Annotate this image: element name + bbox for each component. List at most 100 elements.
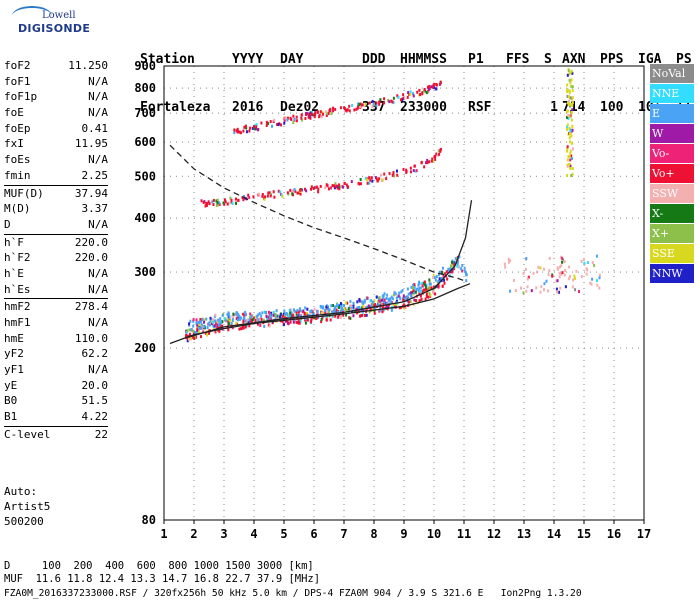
x-gridline-dot <box>493 150 495 151</box>
y-gridline-dot <box>224 347 225 349</box>
x-gridline-dot <box>403 432 405 433</box>
noise-dot <box>547 272 550 276</box>
y-gridline-dot <box>218 112 219 114</box>
x-gridline-dot <box>343 78 345 79</box>
echo-dot <box>378 177 381 181</box>
x-gridline-dot <box>313 492 315 493</box>
y-gridline-dot <box>278 347 279 349</box>
echo-dot <box>361 103 364 107</box>
y-gridline-dot <box>188 175 189 177</box>
echo-dot <box>227 311 230 315</box>
echo-dot <box>265 316 268 320</box>
x-gridline-dot <box>193 186 195 187</box>
echo-dot <box>195 318 198 322</box>
x-gridline-dot <box>403 468 405 469</box>
x-gridline-dot <box>493 306 495 307</box>
x-gridline-dot <box>193 504 195 505</box>
x-gridline-dot <box>223 276 225 277</box>
echo-dot <box>375 101 378 105</box>
y-gridline-dot <box>488 112 489 114</box>
x-gridline-dot <box>283 342 285 343</box>
echo-dot <box>253 127 256 131</box>
y-gridline-dot <box>470 347 471 349</box>
echo-dot <box>342 313 345 317</box>
param-row: yF2 62.2 <box>4 346 108 362</box>
y-gridline-dot <box>308 217 309 219</box>
echo-dot <box>347 307 350 311</box>
x-gridline-dot <box>283 90 285 91</box>
echo-dot <box>352 314 355 318</box>
echo-dot <box>200 199 203 203</box>
y-gridline-dot <box>200 112 201 114</box>
x-gridline-dot <box>313 72 315 73</box>
x-gridline-dot <box>343 174 345 175</box>
echo-dot <box>419 294 422 298</box>
echo-dot <box>242 312 245 316</box>
x-gridline-dot <box>223 114 225 115</box>
x-gridline-dot <box>613 312 615 313</box>
x-gridline-dot <box>463 276 465 277</box>
y-gridline-dot <box>476 175 477 177</box>
param-name: foE <box>4 106 24 120</box>
x-gridline-dot <box>313 132 315 133</box>
noise-dot <box>536 270 539 274</box>
y-gridline-dot <box>200 271 201 273</box>
x-gridline-dot <box>253 174 255 175</box>
param-name: foF1 <box>4 74 31 88</box>
echo-dot <box>315 185 318 189</box>
x-gridline-dot <box>283 162 285 163</box>
y-gridline-dot <box>506 141 507 143</box>
x-gridline-dot <box>373 390 375 391</box>
echo-dot <box>368 176 371 180</box>
echo-dot <box>224 200 227 204</box>
x-gridline-dot <box>253 354 255 355</box>
x-gridline-dot <box>613 246 615 247</box>
x-gridline-dot <box>223 474 225 475</box>
y-gridline-dot <box>236 112 237 114</box>
echo-dot <box>396 173 399 177</box>
y-gridline-dot <box>536 87 537 89</box>
x-gridline-dot <box>553 186 555 187</box>
y-gridline-dot <box>452 112 453 114</box>
x-gridline-dot <box>283 204 285 205</box>
header-label: AXN <box>562 52 586 67</box>
y-gridline-dot <box>212 347 213 349</box>
y-gridline-dot <box>608 347 609 349</box>
echo-dot <box>310 187 313 191</box>
y-gridline-dot <box>338 141 339 143</box>
x-gridline-dot <box>613 498 615 499</box>
y-gridline-dot <box>506 175 507 177</box>
echo-dot <box>212 324 215 328</box>
echo-dot <box>189 319 192 323</box>
y-gridline-dot <box>500 347 501 349</box>
y-gridline-dot <box>380 112 381 114</box>
echo-dot <box>271 321 274 325</box>
x-gridline-dot <box>553 120 555 121</box>
x-gridline-dot <box>523 96 525 97</box>
x-gridline-dot <box>253 246 255 247</box>
y-gridline-dot <box>350 112 351 114</box>
x-gridline-dot <box>523 108 525 109</box>
x-gridline-dot <box>493 186 495 187</box>
y-gridline-dot <box>236 175 237 177</box>
param-name: yF2 <box>4 347 24 361</box>
x-gridline-dot <box>193 120 195 121</box>
echo-dot <box>252 125 255 129</box>
x-gridline-dot <box>523 198 525 199</box>
echo-dot <box>216 326 219 330</box>
x-gridline-dot <box>283 288 285 289</box>
x-gridline-dot <box>493 204 495 205</box>
noise-dot <box>598 276 601 280</box>
param-value: 220.0 <box>74 235 108 249</box>
y-gridline-dot <box>470 175 471 177</box>
x-gridline-dot <box>493 330 495 331</box>
echo-dot <box>289 317 292 321</box>
echo-dot <box>437 273 440 277</box>
echo-dot <box>299 309 302 313</box>
x-gridline-dot <box>223 366 225 367</box>
y-gridline-dot <box>542 271 543 273</box>
y-gridline-dot <box>452 87 453 89</box>
y-gridline-dot <box>416 217 417 219</box>
header-label: YYYY <box>232 52 264 67</box>
x-gridline-dot <box>433 336 435 337</box>
